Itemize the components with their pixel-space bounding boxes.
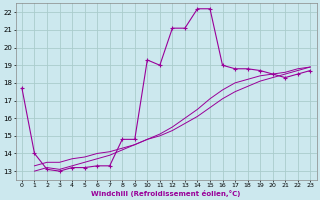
X-axis label: Windchill (Refroidissement éolien,°C): Windchill (Refroidissement éolien,°C) <box>92 190 241 197</box>
